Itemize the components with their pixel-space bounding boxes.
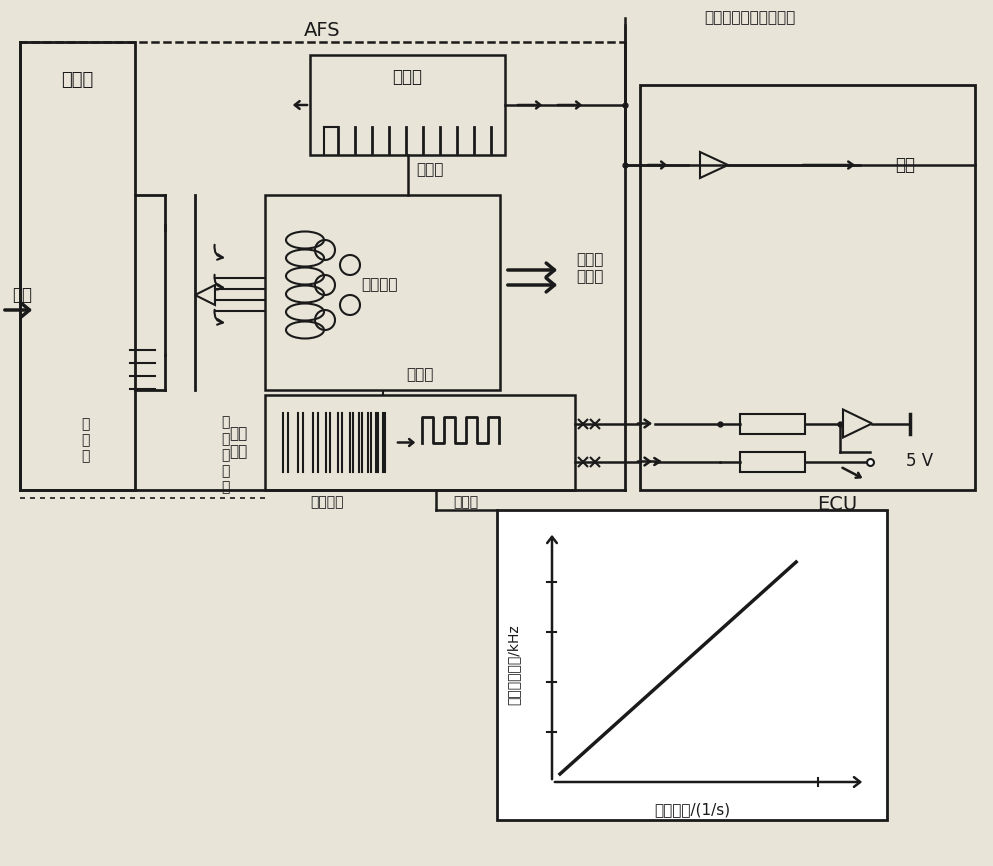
Text: 5 V: 5 V	[907, 453, 933, 470]
Text: 超声波: 超声波	[392, 68, 422, 86]
Bar	[640, 85, 975, 490]
Bar	[310, 55, 505, 155]
Text: AFS: AFS	[304, 21, 341, 40]
Text: 输出信号频率/kHz: 输出信号频率/kHz	[506, 624, 520, 706]
Bar	[265, 195, 500, 390]
Bar	[497, 510, 887, 820]
Text: 疏密声波: 疏密声波	[311, 495, 345, 509]
Text: 放大器: 放大器	[61, 71, 93, 89]
Text: 来自控制继电器的电源: 来自控制继电器的电源	[704, 10, 795, 25]
Text: 渦
旋
发
生
柱: 渦 旋 发 生 柱	[220, 416, 229, 494]
Text: ECU: ECU	[817, 494, 858, 514]
Text: 发送器: 发送器	[416, 163, 444, 178]
Bar	[20, 42, 135, 490]
Text: 接收器: 接收器	[406, 367, 434, 383]
Text: 至节气
门本体: 至节气 门本体	[576, 252, 604, 284]
Text: 电子
组件: 电子 组件	[229, 426, 248, 459]
Text: 卡曼渦旋: 卡曼渦旋	[361, 277, 398, 293]
Text: 进气: 进气	[12, 286, 32, 304]
Text: 整
流
器: 整 流 器	[80, 417, 89, 463]
Text: 电脉冲: 电脉冲	[454, 495, 479, 509]
Text: 电源: 电源	[895, 156, 915, 174]
Bar	[265, 395, 575, 490]
Bar	[740, 413, 805, 434]
Text: 空气流量/(1/s): 空气流量/(1/s)	[654, 803, 730, 818]
Bar	[740, 451, 805, 471]
